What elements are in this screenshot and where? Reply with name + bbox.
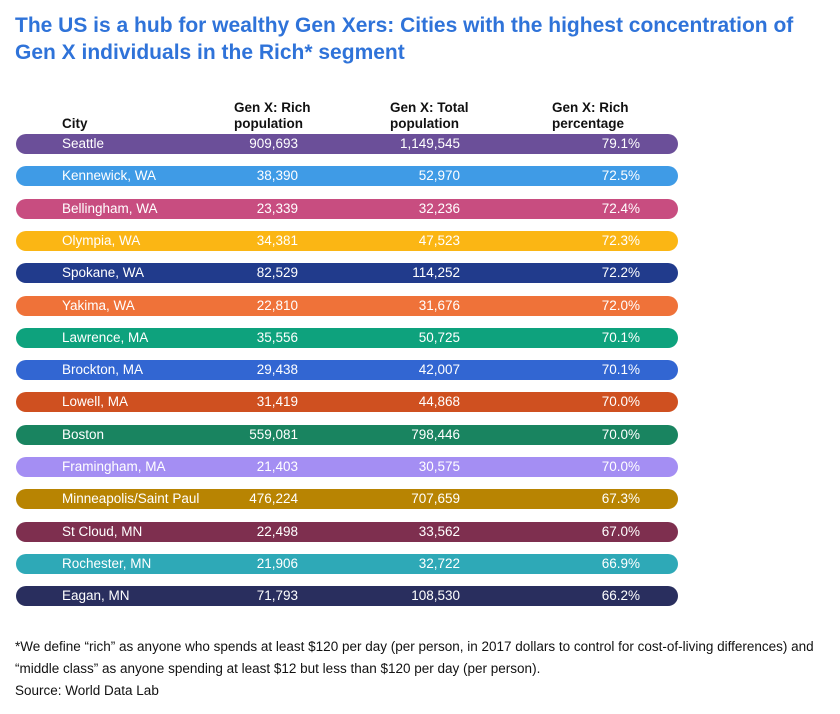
cell-city: Lowell, MA [62, 394, 129, 410]
cell-rich-population: 21,403 [256, 459, 298, 474]
cell-city: Rochester, MN [62, 555, 152, 571]
cell-rich-population: 559,081 [249, 426, 298, 442]
table-row: Yakima, WA 22,810 31,676 72.0% [16, 295, 678, 316]
cell-total-population: 31,676 [418, 297, 460, 313]
cell-total-population: 798,446 [411, 426, 460, 442]
table-row: Eagan, MN 71,793 108,530 66.2% [16, 586, 678, 607]
cell-total-population: 30,575 [418, 459, 460, 474]
cell-total-population: 47,523 [418, 232, 460, 248]
table-row: St Cloud, MN 22,498 33,562 67.0% [16, 521, 678, 542]
cell-city: Olympia, WA [62, 232, 141, 248]
cell-total-population: 32,236 [418, 200, 460, 216]
table-row: Lawrence, MA 35,556 50,725 70.1% [16, 327, 678, 348]
cell-rich-percentage: 72.5% [601, 168, 640, 184]
table-row: Spokane, WA 82,529 114,252 72.2% [16, 263, 678, 284]
cell-total-population: 52,970 [418, 168, 460, 184]
cell-rich-percentage: 72.4% [601, 200, 640, 216]
cell-rich-population: 29,438 [256, 362, 298, 378]
cell-city: Lawrence, MA [62, 329, 149, 345]
cell-city: St Cloud, MN [62, 523, 143, 539]
cell-rich-percentage: 72.2% [601, 265, 640, 281]
header-city: City [62, 116, 88, 131]
header-total-population: Gen X: Total population [390, 100, 469, 131]
cell-rich-population: 35,556 [256, 329, 298, 345]
cell-rich-population: 909,693 [249, 136, 298, 151]
cell-rich-population: 34,381 [256, 232, 298, 248]
cell-rich-population: 71,793 [256, 588, 298, 604]
table-row: Seattle 909,693 1,149,545 79.1% [16, 134, 678, 154]
cell-city: Brockton, MA [62, 362, 144, 378]
cell-rich-population: 22,810 [256, 297, 298, 313]
cell-rich-population: 21,906 [256, 555, 298, 571]
cell-rich-percentage: 67.3% [601, 491, 640, 507]
cell-city: Eagan, MN [62, 588, 130, 604]
cell-total-population: 33,562 [418, 523, 460, 539]
cell-rich-population: 38,390 [256, 168, 298, 184]
cell-rich-population: 82,529 [256, 265, 298, 281]
table-row: Brockton, MA 29,438 42,007 70.1% [16, 360, 678, 381]
cell-city: Seattle [62, 136, 105, 151]
cell-rich-percentage: 70.1% [601, 362, 640, 378]
cell-rich-percentage: 70.0% [601, 394, 640, 410]
cell-total-population: 50,725 [418, 329, 460, 345]
cell-rich-population: 31,419 [256, 394, 298, 410]
cell-rich-percentage: 72.3% [601, 232, 640, 248]
cell-rich-percentage: 67.0% [601, 523, 640, 539]
cell-total-population: 44,868 [418, 394, 460, 410]
cell-total-population: 108,530 [411, 588, 460, 604]
table-row: Lowell, MA 31,419 44,868 70.0% [16, 392, 678, 413]
header-rich-percentage: Gen X: Rich percentage [552, 100, 629, 131]
table-body: Seattle 909,693 1,149,545 79.1% Kennewick, W… [16, 134, 678, 607]
cell-rich-population: 23,339 [256, 200, 298, 216]
cell-rich-population: 476,224 [249, 491, 298, 507]
chart-title: The US is a hub for wealthy Gen Xers: Ci… [15, 14, 794, 64]
cell-total-population: 42,007 [418, 362, 460, 378]
table-row: Kennewick, WA 38,390 52,970 72.5% [16, 166, 678, 187]
cell-rich-percentage: 79.1% [601, 136, 640, 151]
cell-rich-percentage: 66.9% [601, 555, 640, 571]
cell-city: Boston [62, 426, 105, 442]
cell-rich-percentage: 66.2% [601, 588, 640, 604]
table-row: Framingham, MA 21,403 30,575 70.0% [16, 457, 678, 477]
cell-total-population: 114,252 [412, 265, 460, 281]
cell-total-population: 707,659 [411, 491, 460, 507]
cell-rich-percentage: 72.0% [601, 297, 640, 313]
cell-city: Spokane, WA [62, 265, 145, 281]
cell-rich-percentage: 70.0% [601, 426, 640, 442]
cell-rich-percentage: 70.1% [601, 329, 640, 345]
cell-rich-population: 22,498 [256, 523, 298, 539]
footnote: *We define “rich” as anyone who spends a… [15, 639, 814, 676]
table-row: Boston 559,081 798,446 70.0% [16, 424, 678, 445]
cell-total-population: 32,722 [418, 555, 460, 571]
table-row: Olympia, WA 34,381 47,523 72.3% [16, 230, 678, 251]
table-row: Minneapolis/Saint Paul 476,224 707,659 67.3… [16, 489, 678, 510]
header-rich-population: Gen X: Rich population [234, 100, 311, 131]
cell-city: Bellingham, WA [62, 200, 158, 216]
cell-city: Kennewick, WA [62, 168, 157, 184]
cell-total-population: 1,149,545 [399, 136, 460, 151]
cell-city: Framingham, MA [62, 459, 166, 474]
table-row: Bellingham, WA 23,339 32,236 72.4% [16, 198, 678, 219]
cell-city: Yakima, WA [62, 297, 135, 313]
source-note: Source: World Data Lab [15, 683, 159, 698]
cell-rich-percentage: 70.0% [601, 459, 640, 474]
table-row: Rochester, MN 21,906 32,722 66.9% [16, 553, 678, 574]
cell-city: Minneapolis/Saint Paul [62, 491, 200, 507]
